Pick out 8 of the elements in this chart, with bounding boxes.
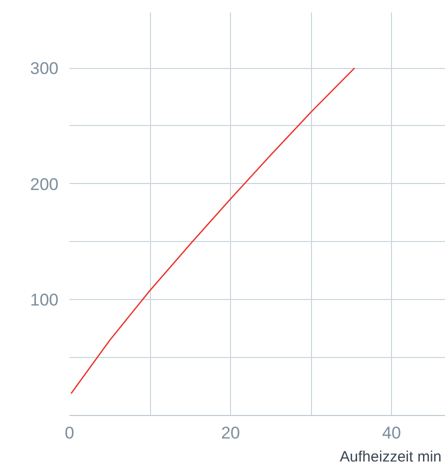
x-axis-title: Aufheizzeit min [340, 448, 442, 466]
x-tick-label: 20 [221, 424, 240, 442]
x-tick-label: 0 [64, 424, 74, 442]
x-tick-label: 40 [382, 424, 402, 442]
y-tick-label: 200 [30, 174, 59, 194]
y-tick-label: 300 [30, 59, 59, 78]
y-tick-label: 100 [30, 290, 59, 310]
line-series [70, 67, 356, 394]
